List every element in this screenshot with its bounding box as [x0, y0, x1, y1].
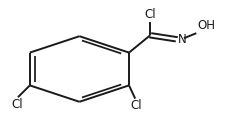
Text: Cl: Cl — [131, 99, 142, 112]
Text: Cl: Cl — [11, 98, 23, 111]
Text: OH: OH — [197, 19, 215, 32]
Text: Cl: Cl — [144, 8, 156, 21]
Text: N: N — [178, 33, 187, 46]
